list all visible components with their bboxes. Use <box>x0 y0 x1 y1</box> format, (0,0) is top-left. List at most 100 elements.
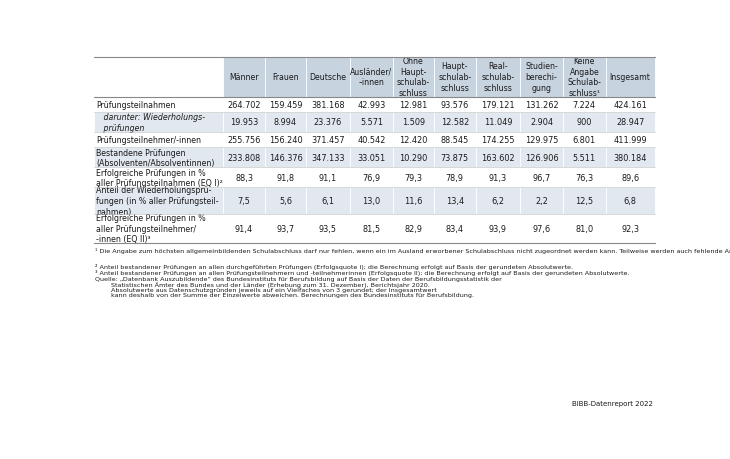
Bar <box>223 214 266 243</box>
Bar <box>434 57 476 97</box>
Bar <box>606 57 655 97</box>
Text: 91,4: 91,4 <box>235 224 253 233</box>
Bar <box>306 148 350 168</box>
Text: 163.602: 163.602 <box>481 154 515 162</box>
Bar <box>350 148 393 168</box>
Bar <box>306 113 350 133</box>
Bar <box>266 148 306 168</box>
Bar <box>563 214 606 243</box>
Bar <box>306 188 350 214</box>
Text: 126.906: 126.906 <box>525 154 558 162</box>
Text: 88,3: 88,3 <box>235 174 253 183</box>
Bar <box>476 188 520 214</box>
Bar <box>93 113 223 133</box>
Text: 88.545: 88.545 <box>441 136 469 145</box>
Bar <box>476 97 520 113</box>
Text: 89,6: 89,6 <box>621 174 639 183</box>
Bar <box>223 133 266 148</box>
Bar <box>476 57 520 97</box>
Text: Prüfungsteilnahmen: Prüfungsteilnahmen <box>96 101 175 110</box>
Text: 6,2: 6,2 <box>491 196 504 206</box>
Text: 7.224: 7.224 <box>573 101 596 110</box>
Bar <box>306 214 350 243</box>
Bar <box>266 168 306 188</box>
Bar <box>266 133 306 148</box>
Text: kann deshalb von der Summe der Einzelwerte abweichen. Berechnungen des Bundesins: kann deshalb von der Summe der Einzelwer… <box>95 292 474 297</box>
Bar <box>306 168 350 188</box>
Text: 2,2: 2,2 <box>535 196 548 206</box>
Text: 76,3: 76,3 <box>575 174 593 183</box>
Text: ¹ Die Angabe zum höchsten allgemeinbildenden Schulabschluss darf nur fehlen, wen: ¹ Die Angabe zum höchsten allgemeinbilde… <box>95 247 730 253</box>
Bar <box>476 168 520 188</box>
Text: 8.994: 8.994 <box>274 118 297 127</box>
Text: 42.993: 42.993 <box>357 101 385 110</box>
Text: 40.542: 40.542 <box>357 136 385 145</box>
Text: 380.184: 380.184 <box>613 154 647 162</box>
Bar <box>563 97 606 113</box>
Bar <box>606 97 655 113</box>
Text: 12.582: 12.582 <box>441 118 469 127</box>
Bar <box>563 57 606 97</box>
Text: 2.904: 2.904 <box>530 118 553 127</box>
Bar <box>266 214 306 243</box>
Bar <box>520 148 563 168</box>
Bar <box>350 113 393 133</box>
Bar <box>223 188 266 214</box>
Bar <box>393 214 434 243</box>
Bar <box>520 57 563 97</box>
Bar <box>606 168 655 188</box>
Text: ³ Anteil bestandener Prüfungen an allen Prüfungsteilnehmern und -teilnehmerinnen: ³ Anteil bestandener Prüfungen an allen … <box>95 269 629 275</box>
Bar <box>393 188 434 214</box>
Bar <box>563 113 606 133</box>
Text: 19.953: 19.953 <box>230 118 258 127</box>
Bar <box>434 214 476 243</box>
Bar <box>393 168 434 188</box>
Bar <box>563 133 606 148</box>
Bar <box>563 148 606 168</box>
Bar <box>93 188 223 214</box>
Text: 78,9: 78,9 <box>446 174 464 183</box>
Text: 264.702: 264.702 <box>227 101 261 110</box>
Text: 424.161: 424.161 <box>613 101 647 110</box>
Bar <box>393 97 434 113</box>
Text: Real-
schulab-
schluss: Real- schulab- schluss <box>481 62 515 93</box>
Bar <box>306 97 350 113</box>
Bar <box>606 214 655 243</box>
Text: 371.457: 371.457 <box>311 136 345 145</box>
Text: 411.999: 411.999 <box>613 136 647 145</box>
Bar <box>350 57 393 97</box>
Bar <box>350 188 393 214</box>
Bar <box>393 57 434 97</box>
Bar <box>434 148 476 168</box>
Text: 91,3: 91,3 <box>489 174 507 183</box>
Bar <box>563 188 606 214</box>
Text: 900: 900 <box>577 118 592 127</box>
Text: 11,6: 11,6 <box>404 196 423 206</box>
Text: 23.376: 23.376 <box>314 118 342 127</box>
Text: 146.376: 146.376 <box>269 154 302 162</box>
Text: Statistischen Ämter des Bundes und der Länder (Erhebung zum 31. Dezember), Beric: Statistischen Ämter des Bundes und der L… <box>95 282 430 287</box>
Bar <box>93 214 223 243</box>
Bar <box>93 57 223 97</box>
Text: darunter: Wiederholungs-
   prüfungen: darunter: Wiederholungs- prüfungen <box>96 113 205 133</box>
Bar <box>393 113 434 133</box>
Text: 91,8: 91,8 <box>277 174 295 183</box>
Text: Erfolgreiche Prüfungen in %
aller Prüfungsteilnehmer/
-innen (EQ II)³: Erfolgreiche Prüfungen in % aller Prüfun… <box>96 213 206 244</box>
Text: 79,3: 79,3 <box>404 174 423 183</box>
Bar <box>520 113 563 133</box>
Text: Absolutwerte aus Datenschutzgründen jeweils auf ein Vielfaches von 3 gerundet; d: Absolutwerte aus Datenschutzgründen jewe… <box>95 287 437 292</box>
Text: 93.576: 93.576 <box>441 101 469 110</box>
Bar <box>223 168 266 188</box>
Text: 96,7: 96,7 <box>532 174 550 183</box>
Bar <box>223 113 266 133</box>
Text: 81,0: 81,0 <box>575 224 593 233</box>
Bar <box>476 133 520 148</box>
Text: 97,6: 97,6 <box>532 224 550 233</box>
Bar <box>520 214 563 243</box>
Bar <box>306 57 350 97</box>
Text: 7,5: 7,5 <box>238 196 250 206</box>
Text: 381.168: 381.168 <box>311 101 345 110</box>
Text: Quelle: „Datenbank Auszubildende“ des Bundesinstituts für Berufsbildung auf Basi: Quelle: „Datenbank Auszubildende“ des Bu… <box>95 276 502 281</box>
Text: 91,1: 91,1 <box>319 174 337 183</box>
Text: 12.981: 12.981 <box>399 101 428 110</box>
